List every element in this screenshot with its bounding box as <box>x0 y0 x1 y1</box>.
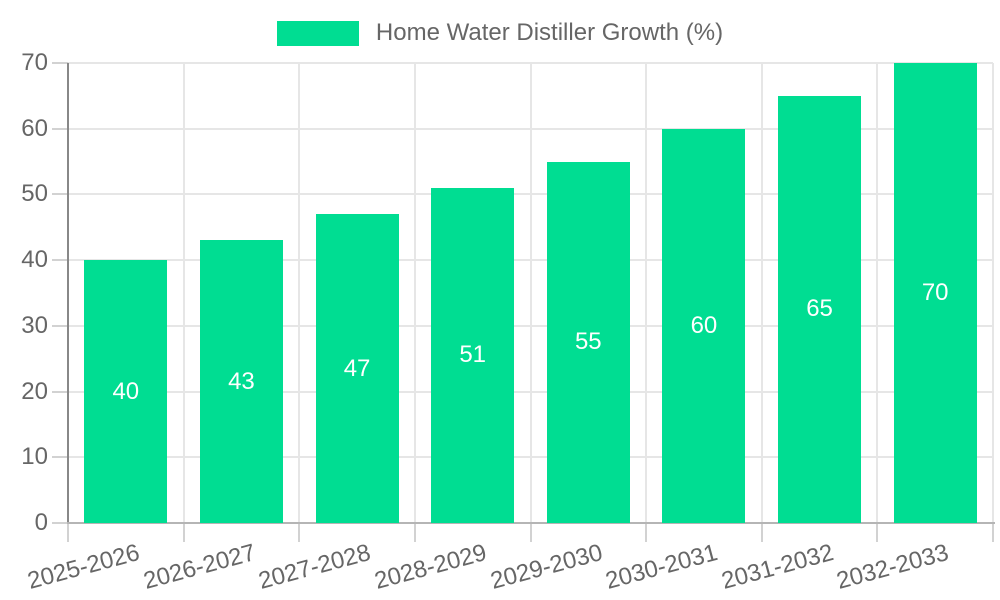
y-axis-tick <box>52 193 68 196</box>
x-axis-tick-label: 2025-2026 <box>24 539 143 595</box>
y-axis-tick-label: 70 <box>21 49 48 76</box>
y-axis-tick <box>52 127 68 130</box>
x-axis-tick <box>645 523 648 542</box>
gridline-vertical <box>760 63 763 523</box>
gridline-vertical <box>992 63 994 523</box>
x-axis-tick-label: 2026-2027 <box>140 539 259 595</box>
y-axis-tick <box>52 62 68 64</box>
bar[interactable]: 60 <box>662 128 746 523</box>
x-axis-tick <box>67 523 69 542</box>
bar[interactable]: 70 <box>893 63 977 523</box>
y-axis-tick-label: 30 <box>21 311 48 339</box>
bar-value-label: 40 <box>112 377 140 405</box>
x-axis-tick-label: 2032-2033 <box>834 539 952 595</box>
legend-swatch <box>276 20 359 46</box>
y-axis-tick <box>52 324 68 327</box>
legend[interactable]: Home Water Distiller Growth (%) <box>0 19 1000 47</box>
bar-value-label: 65 <box>806 295 833 323</box>
x-axis-tick <box>413 523 416 542</box>
bar-value-label: 70 <box>921 279 949 306</box>
y-axis-tick-label: 40 <box>21 246 48 274</box>
x-axis-tick <box>182 523 185 542</box>
y-axis-tick-label: 50 <box>21 180 48 208</box>
x-axis-tick-label: 2028-2029 <box>371 539 490 595</box>
bar[interactable]: 51 <box>431 187 515 523</box>
bar-value-label: 51 <box>459 341 487 369</box>
x-axis-tick-label: 2031-2032 <box>718 539 837 595</box>
bar-value-label: 47 <box>343 354 371 382</box>
bar[interactable]: 40 <box>84 260 168 523</box>
bar[interactable]: 47 <box>315 214 399 523</box>
legend-label: Home Water Distiller Growth (%) <box>375 19 724 46</box>
y-axis-tick-label: 60 <box>21 114 48 142</box>
bar-value-label: 60 <box>690 311 718 339</box>
bar-value-label: 55 <box>574 328 602 356</box>
gridline-vertical <box>645 63 648 523</box>
y-axis-tick <box>52 259 68 262</box>
x-axis-tick <box>529 523 532 542</box>
y-axis-tick-label: 20 <box>21 377 48 405</box>
x-axis-tick-label: 2030-2031 <box>602 539 721 595</box>
x-axis-tick <box>992 523 994 542</box>
bar[interactable]: 43 <box>199 240 283 523</box>
x-axis-tick-label: 2027-2028 <box>255 539 374 595</box>
x-axis-line <box>67 522 995 524</box>
y-axis-tick <box>52 522 68 524</box>
bar[interactable]: 55 <box>546 161 630 523</box>
y-axis-tick <box>52 456 68 459</box>
x-axis-tick-label: 2029-2030 <box>487 539 606 595</box>
y-axis-tick <box>52 390 68 393</box>
x-axis-tick <box>298 523 301 542</box>
y-axis-tick-label: 10 <box>21 443 48 471</box>
gridline-vertical <box>182 63 185 523</box>
y-axis-line <box>67 63 69 523</box>
gridline-vertical <box>529 63 532 523</box>
bar[interactable]: 65 <box>778 95 862 523</box>
gridline-vertical <box>876 63 879 523</box>
gridline-vertical <box>298 63 301 523</box>
bar-value-label: 43 <box>228 367 255 395</box>
y-axis-tick-label: 0 <box>34 509 48 536</box>
gridline-vertical <box>413 63 416 523</box>
x-axis-tick <box>760 523 763 542</box>
x-axis-tick <box>876 523 879 542</box>
